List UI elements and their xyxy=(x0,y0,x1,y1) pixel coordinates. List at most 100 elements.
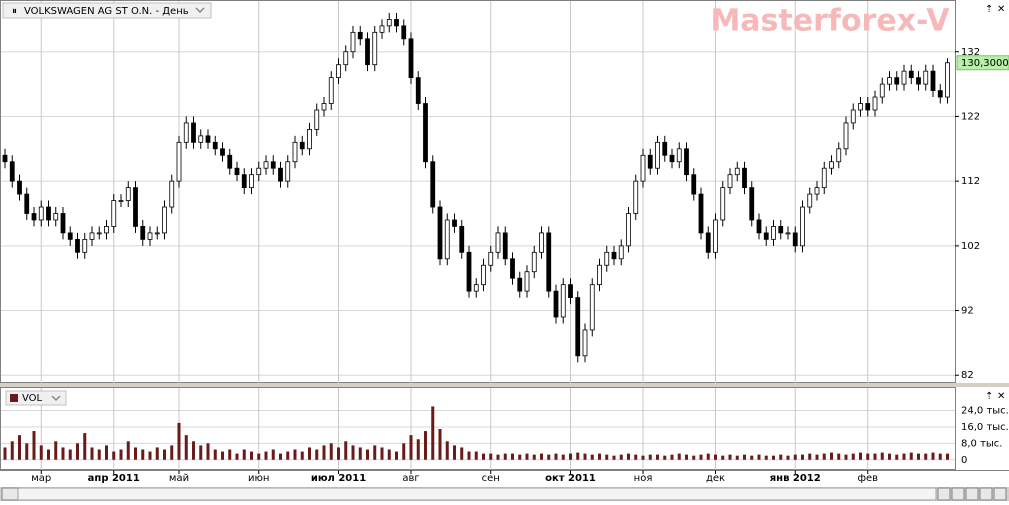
plot: 82 92 102 112 122 132 0 8,0 тыс. 16,0 тыс. 24,0 т… xyxy=(1,1,1009,484)
scroll-thumb[interactable] xyxy=(17,487,937,501)
candle-body xyxy=(930,70,936,91)
scroll-left[interactable] xyxy=(1,487,19,501)
candle-body xyxy=(140,226,146,240)
candle-body xyxy=(452,219,457,227)
volume-bar xyxy=(931,452,935,460)
volume-bar xyxy=(221,451,224,460)
maximize-button[interactable]: ⇡ xyxy=(985,4,993,15)
candle-body xyxy=(118,200,124,202)
volume-bar xyxy=(938,453,942,460)
candle-body xyxy=(582,329,588,357)
volume-bar xyxy=(329,443,333,460)
volume-bar xyxy=(155,447,159,460)
candle-body xyxy=(887,77,892,85)
candle-body xyxy=(212,141,218,150)
candle-body xyxy=(691,174,697,195)
candle-body xyxy=(386,19,392,27)
candle-body xyxy=(176,141,182,182)
candle-body xyxy=(539,232,544,253)
volume-panel-frame xyxy=(0,387,956,470)
candle-body xyxy=(916,77,921,85)
volume-bar xyxy=(54,441,58,460)
volume-bar xyxy=(721,455,725,460)
volume-bar xyxy=(648,454,652,460)
volume-bar xyxy=(735,455,739,460)
candle-body xyxy=(154,232,160,235)
candle-body xyxy=(843,122,849,150)
candle-body xyxy=(285,161,291,182)
volume-bar xyxy=(786,455,790,460)
candle-body xyxy=(945,62,950,98)
candle-body xyxy=(713,219,718,253)
x-tick-label: авг xyxy=(402,473,419,484)
candle-body xyxy=(814,187,820,195)
volume-bar xyxy=(641,455,645,460)
volume-bar xyxy=(39,445,43,460)
candle-body xyxy=(343,51,349,66)
volume-bar xyxy=(503,453,507,460)
candle-body xyxy=(626,213,631,247)
volume-bar xyxy=(344,441,348,460)
scroll-end[interactable] xyxy=(937,487,951,501)
volume-bar xyxy=(25,443,29,460)
candle-body xyxy=(618,245,624,260)
candle-body xyxy=(17,180,22,195)
vol-maximize-button[interactable]: ⇡ xyxy=(985,391,993,402)
scrollbar xyxy=(0,487,1009,501)
candle-body xyxy=(894,77,900,85)
volume-bar xyxy=(532,454,536,460)
vol-close-button[interactable]: ✕ xyxy=(997,391,1005,402)
candle-body xyxy=(198,135,204,143)
volume-bar xyxy=(692,455,696,460)
candle-body xyxy=(611,251,617,260)
zoom-out[interactable] xyxy=(951,487,965,501)
volume-bar xyxy=(32,431,36,460)
vol-box xyxy=(5,390,67,406)
scroll-next[interactable] xyxy=(993,487,1007,501)
volume-bar xyxy=(257,453,261,460)
volume-bar xyxy=(699,454,703,460)
candle-body xyxy=(75,238,80,253)
volume-bar xyxy=(866,453,870,460)
close-button[interactable]: ✕ xyxy=(997,4,1005,15)
dropdown-arrow[interactable] xyxy=(195,7,205,14)
candle-body xyxy=(771,226,776,240)
volume-bar xyxy=(366,449,369,460)
vol-header: VOL xyxy=(5,390,67,406)
volume-bar xyxy=(605,454,609,460)
volume-bar xyxy=(859,452,862,460)
candle-body xyxy=(531,251,537,273)
candle-body xyxy=(256,167,262,176)
zoom-in[interactable] xyxy=(965,487,979,501)
candle-body xyxy=(314,109,320,130)
candle-body xyxy=(872,96,878,111)
vol-swatch xyxy=(10,394,18,402)
volume-bar xyxy=(3,447,7,460)
candle-body xyxy=(53,213,59,221)
candle-body xyxy=(191,122,196,143)
candle-body xyxy=(821,167,827,189)
candle-body xyxy=(908,70,914,79)
volume-bar xyxy=(322,445,326,460)
vol-dropdown[interactable] xyxy=(51,395,61,402)
volume-bar xyxy=(474,451,478,460)
volume-bar xyxy=(590,454,594,460)
volume-bar xyxy=(554,453,558,460)
candle-body xyxy=(278,167,283,182)
candle-body xyxy=(720,187,726,221)
volume-bar xyxy=(634,454,638,460)
candle-body xyxy=(698,193,704,234)
volume-bar xyxy=(663,455,667,460)
volume-bar xyxy=(902,453,906,460)
candle-body xyxy=(350,31,356,53)
candle-body xyxy=(365,38,370,66)
volume-bar xyxy=(315,449,319,460)
scroll-prev[interactable] xyxy=(979,487,993,501)
candle-body xyxy=(133,187,138,227)
volume-bar xyxy=(445,441,449,460)
candle-body xyxy=(655,141,660,169)
candle-body xyxy=(676,148,682,163)
y-tick-label: 112 xyxy=(961,176,980,187)
candle-body xyxy=(727,174,733,189)
volume-bar xyxy=(569,453,572,460)
